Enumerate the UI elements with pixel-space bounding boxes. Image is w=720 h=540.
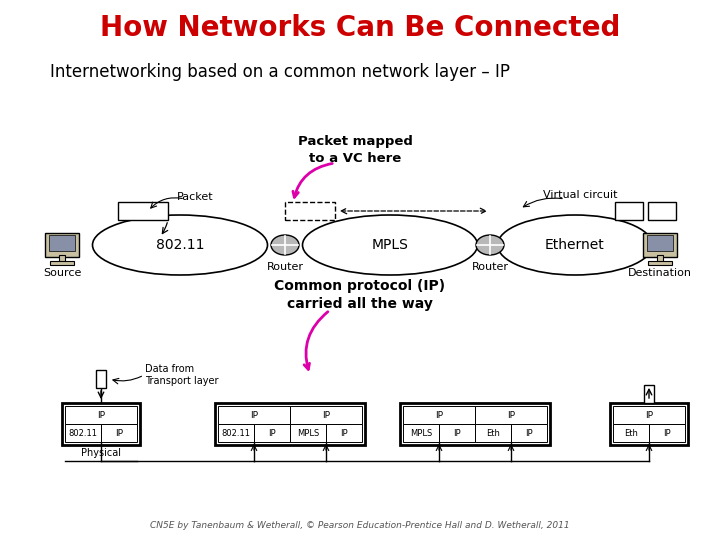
Bar xyxy=(657,255,663,263)
Text: Data from
Transport layer: Data from Transport layer xyxy=(145,364,218,386)
Bar xyxy=(644,385,654,403)
Text: IP: IP xyxy=(250,410,258,420)
Bar xyxy=(59,255,65,263)
Text: 802.11: 802.11 xyxy=(68,429,97,437)
Bar xyxy=(475,424,511,442)
Ellipse shape xyxy=(476,235,504,255)
Text: IP: IP xyxy=(663,429,671,437)
Text: Eth: Eth xyxy=(624,429,638,437)
Text: Physical: Physical xyxy=(81,448,121,458)
Text: IP: IP xyxy=(268,429,276,437)
Text: IP: IP xyxy=(507,410,515,420)
Text: IP: IP xyxy=(322,410,330,420)
Text: 802.11: 802.11 xyxy=(222,429,251,437)
Bar xyxy=(647,235,673,251)
Text: MPLS: MPLS xyxy=(372,238,408,252)
Bar xyxy=(215,403,365,445)
Bar xyxy=(648,261,672,265)
Bar xyxy=(648,202,676,220)
Bar xyxy=(475,406,547,424)
Text: Packet: Packet xyxy=(176,192,213,202)
Bar xyxy=(403,424,439,442)
Bar xyxy=(62,403,140,445)
Bar xyxy=(65,424,101,442)
Text: Packet mapped
to a VC here: Packet mapped to a VC here xyxy=(297,135,413,165)
Text: IP: IP xyxy=(525,429,533,437)
Bar xyxy=(613,406,685,424)
Bar xyxy=(218,424,254,442)
Text: Destination: Destination xyxy=(628,268,692,278)
Text: Virtual circuit: Virtual circuit xyxy=(543,190,617,200)
Text: MPLS: MPLS xyxy=(297,429,319,437)
Bar xyxy=(101,424,137,442)
Bar xyxy=(610,403,688,445)
Bar xyxy=(65,406,137,424)
Text: IP: IP xyxy=(115,429,123,437)
Text: Internetworking based on a common network layer – IP: Internetworking based on a common networ… xyxy=(50,63,510,81)
Bar xyxy=(254,424,290,442)
Text: MPLS: MPLS xyxy=(410,429,432,437)
Text: Source: Source xyxy=(42,268,81,278)
Bar xyxy=(615,202,643,220)
Bar xyxy=(96,370,106,388)
Bar xyxy=(118,202,168,220)
Text: IP: IP xyxy=(97,410,105,420)
Bar xyxy=(285,202,335,220)
Text: 802.11: 802.11 xyxy=(156,238,204,252)
Bar xyxy=(649,424,685,442)
Bar xyxy=(326,424,362,442)
Text: IP: IP xyxy=(340,429,348,437)
Text: CN5E by Tanenbaum & Wetherall, © Pearson Education-Prentice Hall and D. Wetheral: CN5E by Tanenbaum & Wetherall, © Pearson… xyxy=(150,522,570,530)
Text: IP: IP xyxy=(453,429,461,437)
Text: Common protocol (IP)
carried all the way: Common protocol (IP) carried all the way xyxy=(274,279,446,311)
Text: IP: IP xyxy=(435,410,443,420)
Bar xyxy=(613,424,649,442)
Bar xyxy=(50,261,74,265)
Bar xyxy=(400,403,550,445)
Bar xyxy=(511,424,547,442)
Bar xyxy=(49,235,75,251)
Bar xyxy=(45,233,79,257)
Bar xyxy=(290,406,362,424)
Text: IP: IP xyxy=(645,410,653,420)
Bar xyxy=(439,424,475,442)
Bar xyxy=(403,406,475,424)
Bar xyxy=(643,233,677,257)
Bar xyxy=(218,406,290,424)
Text: How Networks Can Be Connected: How Networks Can Be Connected xyxy=(100,14,620,42)
Ellipse shape xyxy=(271,235,299,255)
Text: Ethernet: Ethernet xyxy=(545,238,605,252)
Text: Router: Router xyxy=(472,262,508,272)
Bar xyxy=(290,424,326,442)
Text: Router: Router xyxy=(266,262,304,272)
Text: Eth: Eth xyxy=(486,429,500,437)
